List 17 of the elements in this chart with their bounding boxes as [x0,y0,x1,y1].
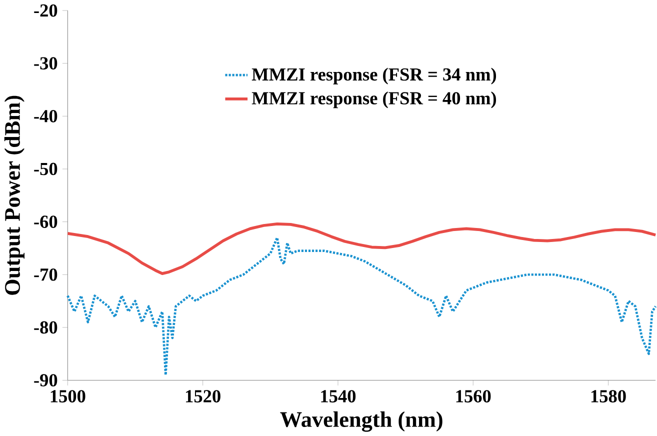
y-tick-label: -80 [34,321,58,334]
y-axis-title: Output Power (dBm) [4,96,24,295]
x-tick-label: 1560 [456,390,491,402]
y-tick-label: -30 [34,57,58,70]
x-tick-label: 1580 [591,390,626,402]
y-tick-label: -90 [34,374,58,386]
y-tick-label: -50 [34,162,58,176]
y-tick-label: -20 [34,4,58,17]
y-tick-label: -60 [34,216,58,228]
legend-label: MMZI response (FSR = 34 nm) [252,68,496,84]
legend-label: MMZI response (FSR = 40 nm) [252,92,496,108]
x-axis-title: Wavelength (nm) [280,411,442,432]
y-tick-label: -40 [34,110,58,122]
x-tick-label: 1540 [321,390,356,402]
x-tick-label: 1520 [186,390,220,402]
x-tick-label: 1500 [50,390,86,402]
y-tick-label: -70 [34,268,58,281]
